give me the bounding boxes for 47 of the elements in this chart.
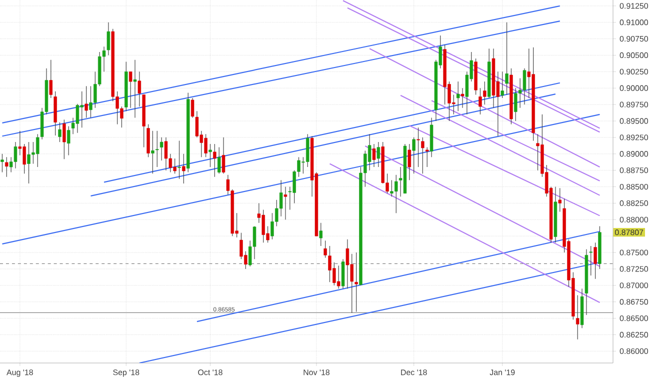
candlestick (426, 147, 429, 168)
candlestick (213, 144, 216, 178)
candlestick (354, 252, 358, 312)
candlestick (460, 88, 464, 108)
candlestick (67, 126, 70, 156)
candlestick (576, 294, 580, 340)
candlestick (138, 71, 142, 107)
candlestick (178, 140, 181, 180)
candlestick (412, 137, 416, 174)
candlestick (49, 60, 53, 98)
candlestick (217, 147, 221, 174)
candlestick (372, 144, 376, 168)
candlestick (151, 130, 154, 174)
candlestick (62, 119, 66, 160)
candlestick (58, 122, 62, 142)
candlestick (84, 86, 88, 118)
candlestick (284, 186, 288, 220)
candlestick (319, 222, 323, 246)
candlestick (376, 142, 380, 168)
candlestick (346, 239, 350, 289)
candlestick (522, 68, 526, 105)
candlestick (500, 71, 504, 98)
candlestick (208, 144, 212, 168)
candlestick (589, 246, 592, 276)
candlestick (456, 81, 460, 112)
candlestick (128, 71, 132, 108)
candlestick (336, 265, 340, 289)
candlestick (558, 188, 562, 212)
candlestick (0, 154, 4, 173)
candlestick (324, 240, 327, 258)
candlestick (594, 242, 597, 280)
candlestick (421, 137, 424, 174)
candlestick (408, 144, 412, 180)
candlestick (190, 98, 194, 118)
candlestick (156, 130, 159, 168)
candlestick (164, 137, 168, 171)
candlestick (222, 137, 226, 174)
candlestick (5, 156, 8, 178)
candlestick (14, 142, 18, 169)
candlestick (133, 60, 137, 118)
candlestick (160, 137, 164, 161)
candlestick (368, 134, 372, 171)
candlestick (505, 22, 508, 95)
candlestick (182, 154, 186, 184)
candlestick (106, 22, 110, 56)
candlestick (416, 127, 420, 168)
candlestick (76, 104, 80, 134)
